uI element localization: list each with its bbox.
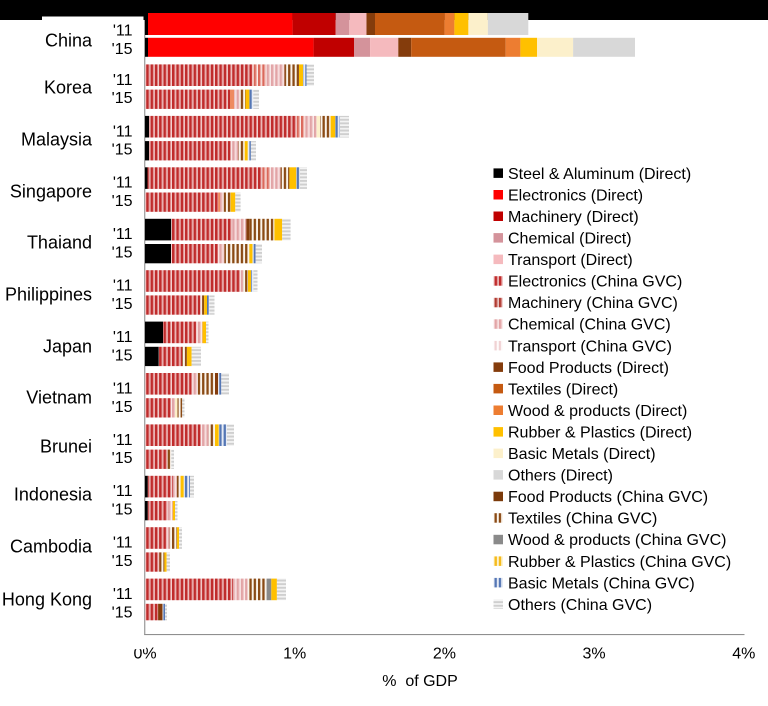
- svg-text:Rubber & Plastics (Direct): Rubber & Plastics (Direct): [508, 425, 692, 442]
- svg-text:Chemical (Direct): Chemical (Direct): [508, 231, 632, 248]
- svg-text:'11: '11: [113, 72, 133, 89]
- svg-text:% of GDP: % of GDP: [382, 673, 458, 690]
- svg-text:3%: 3%: [583, 646, 606, 663]
- svg-text:Malaysia: Malaysia: [21, 130, 93, 150]
- svg-text:Chemical (China GVC): Chemical (China GVC): [508, 317, 671, 334]
- svg-text:Wood & products (Direct): Wood & products (Direct): [508, 403, 687, 420]
- svg-text:Transport (China GVC): Transport (China GVC): [508, 338, 672, 355]
- svg-text:Machinery (Direct): Machinery (Direct): [508, 209, 639, 226]
- svg-text:Textiles (Direct): Textiles (Direct): [508, 381, 618, 398]
- svg-text:Machinery (China GVC): Machinery (China GVC): [508, 295, 678, 312]
- svg-text:'11: '11: [113, 22, 133, 39]
- svg-text:'11: '11: [113, 535, 133, 552]
- svg-text:Electronics (Direct): Electronics (Direct): [508, 187, 643, 204]
- svg-text:2%: 2%: [433, 646, 456, 663]
- svg-text:Food Products (Direct): Food Products (Direct): [508, 360, 669, 377]
- svg-text:Thaiand: Thaiand: [27, 233, 92, 253]
- svg-text:'11: '11: [113, 278, 133, 295]
- svg-text:Transport (Direct): Transport (Direct): [508, 252, 633, 269]
- svg-text:'15: '15: [112, 553, 133, 570]
- svg-text:Philippines: Philippines: [5, 285, 92, 305]
- svg-text:'11: '11: [113, 123, 133, 140]
- svg-text:Indonesia: Indonesia: [14, 485, 93, 505]
- svg-text:Rubber & Plastics (China GVC): Rubber & Plastics (China GVC): [508, 554, 731, 571]
- svg-text:'15: '15: [112, 347, 133, 364]
- svg-text:Electronics (China GVC): Electronics (China GVC): [508, 274, 682, 291]
- svg-text:Steel & Aluminum (Direct): Steel & Aluminum (Direct): [508, 166, 691, 183]
- svg-text:0%: 0%: [133, 646, 156, 663]
- svg-text:4%: 4%: [732, 646, 755, 663]
- svg-text:Korea: Korea: [44, 78, 93, 98]
- svg-text:'11: '11: [113, 175, 133, 192]
- svg-text:'11: '11: [113, 483, 133, 500]
- svg-text:Brunei: Brunei: [40, 437, 92, 457]
- svg-text:'15: '15: [112, 90, 133, 107]
- svg-text:'15: '15: [112, 41, 133, 58]
- svg-text:Cambodia: Cambodia: [10, 537, 93, 557]
- svg-text:'11: '11: [113, 226, 133, 243]
- svg-text:Others (Direct): Others (Direct): [508, 468, 613, 485]
- svg-text:Vietnam: Vietnam: [26, 388, 92, 408]
- svg-text:Food Products (China GVC): Food Products (China GVC): [508, 489, 708, 506]
- svg-text:'15: '15: [112, 193, 133, 210]
- svg-text:'11: '11: [113, 329, 133, 346]
- svg-text:'11: '11: [113, 432, 133, 449]
- svg-text:'15: '15: [112, 450, 133, 467]
- svg-text:'15: '15: [112, 604, 133, 621]
- svg-text:'11: '11: [113, 380, 133, 397]
- svg-text:Hong Kong: Hong Kong: [2, 590, 92, 610]
- svg-text:'15: '15: [112, 502, 133, 519]
- svg-text:'15: '15: [112, 296, 133, 313]
- svg-text:Singapore: Singapore: [10, 182, 92, 202]
- svg-text:'15: '15: [112, 399, 133, 416]
- svg-text:Basic Metals (Direct): Basic Metals (Direct): [508, 446, 656, 463]
- svg-text:Wood & products (China GVC): Wood & products (China GVC): [508, 532, 726, 549]
- svg-text:1%: 1%: [283, 646, 306, 663]
- svg-text:'15: '15: [112, 245, 133, 262]
- svg-text:Others (China GVC): Others (China GVC): [508, 597, 652, 614]
- svg-text:'15: '15: [112, 142, 133, 159]
- svg-text:Textiles (China GVC): Textiles (China GVC): [508, 511, 657, 528]
- svg-text:Basic Metals (China GVC): Basic Metals (China GVC): [508, 575, 695, 592]
- svg-text:China: China: [45, 31, 93, 51]
- svg-text:Japan: Japan: [43, 337, 92, 357]
- svg-text:'11: '11: [113, 586, 133, 603]
